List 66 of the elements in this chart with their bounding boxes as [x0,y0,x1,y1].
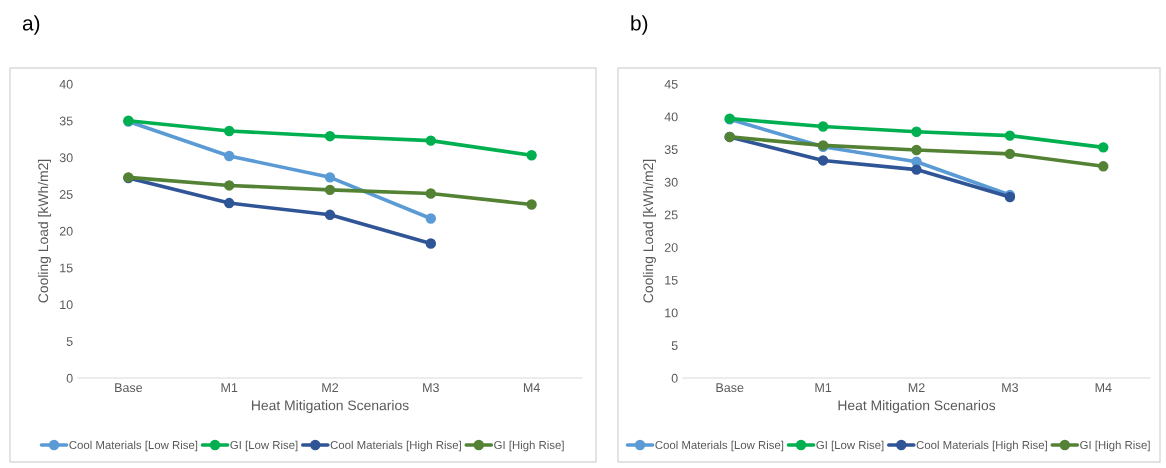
y-tick-label: 10 [60,300,73,310]
y-axis-title: Cooling Load [kWh/m2] [642,159,656,303]
point [324,184,336,196]
point [425,238,437,249]
point [817,121,829,132]
legend-label: Cool Materials [Low Rise] [655,440,784,452]
y-tick-label: 45 [664,79,678,89]
point [223,180,235,191]
x-tick-label: M4 [523,383,540,392]
legend-label: Cool Materials [Low Rise] [69,440,198,452]
y-tick-label: 40 [59,79,73,89]
point [1098,161,1109,172]
y-axis-title: Cooling Load [kWh/m2] [37,159,51,303]
legend-label: Cool Materials [High Rise] [330,440,461,452]
y-tick-label: 25 [664,210,678,220]
point [324,172,336,183]
y-tick-label: 30 [664,177,678,187]
point [817,155,829,166]
point [1098,142,1109,153]
x-tick-label: M1 [221,383,238,392]
legend-label: GI [Low Rise] [816,440,884,452]
x-tick-label: M2 [908,383,925,392]
x-tick-label: M1 [815,383,832,392]
y-tick-label: 35 [664,145,678,154]
point [425,135,437,146]
y-tick-label: 10 [665,308,678,318]
point [223,197,235,209]
y-tick-label: 15 [60,263,73,273]
y-tick-label: 5 [66,337,73,346]
legend-label: GI [High Rise] [1080,440,1150,452]
x-tick-label: M4 [1095,383,1112,392]
x-tick-label: M2 [322,383,339,392]
point [526,150,537,161]
point [526,199,537,210]
y-tick-label: 20 [59,226,73,236]
x-axis-title: Heat Mitigation Scenarios [838,400,996,414]
point [223,125,235,137]
point [324,130,336,142]
point [1004,148,1016,160]
x-axis-title: Heat Mitigation Scenarios [252,400,409,414]
x-tick-label: Base [716,383,744,393]
chart-title: a) [22,15,40,35]
chart-title: b) [631,15,648,35]
y-tick-label: 40 [664,112,678,122]
legend-label: GI [Low Rise] [230,440,298,452]
legend-label: Cool Materials [High Rise] [916,440,1047,452]
point [425,188,437,199]
legend-label: GI [High Rise] [494,440,564,452]
y-tick-label: 35 [59,116,73,126]
point [911,164,922,175]
y-tick-label: 0 [66,373,73,383]
y-tick-label: 25 [59,190,73,199]
x-tick-label: M3 [1002,383,1019,393]
point [911,144,922,156]
x-tick-label: Base [115,383,143,393]
x-tick-label: M3 [423,383,439,393]
point [425,213,437,224]
point [324,209,336,221]
point [1004,130,1016,141]
point [223,150,235,162]
y-tick-label: 20 [664,243,678,252]
y-tick-label: 0 [671,373,678,383]
y-tick-label: 15 [665,275,678,285]
point [911,126,922,137]
y-tick-label: 30 [59,153,73,163]
y-tick-label: 5 [671,341,678,350]
